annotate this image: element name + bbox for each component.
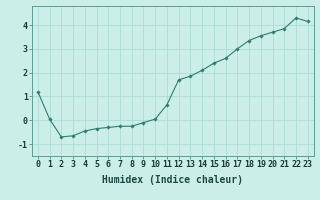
X-axis label: Humidex (Indice chaleur): Humidex (Indice chaleur) bbox=[102, 175, 243, 185]
